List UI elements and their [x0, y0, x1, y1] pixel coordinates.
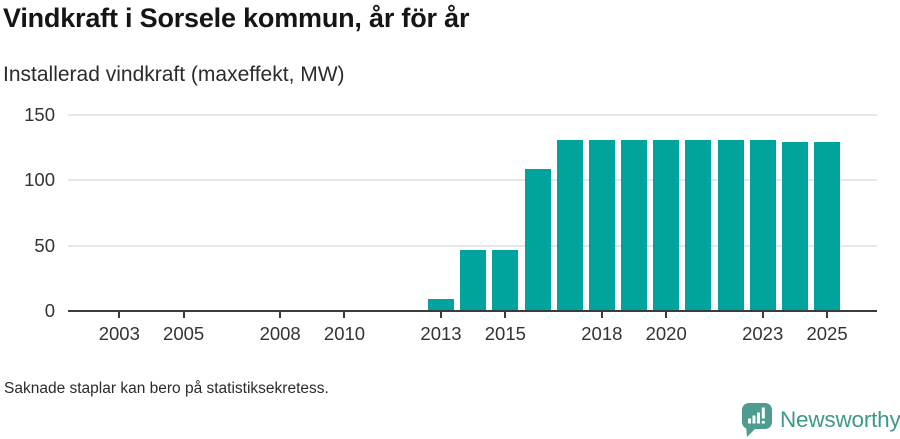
bar-2016 [524, 168, 551, 311]
x-tick-2020 [665, 312, 668, 318]
x-tick-label-2008: 2008 [259, 323, 301, 344]
bar-2019 [621, 139, 648, 311]
x-tick-2003 [118, 312, 121, 318]
x-tick-label-2013: 2013 [420, 323, 462, 344]
bar-2025 [814, 142, 841, 311]
x-tick-label-2025: 2025 [806, 323, 848, 344]
x-tick-2008 [279, 312, 282, 318]
newsworthy-logo[interactable]: Newsworthy [741, 402, 900, 438]
bar-2015 [492, 249, 519, 311]
y-tick-label-50: 50 [34, 234, 55, 256]
gridline-100 [68, 179, 877, 182]
bar-2014 [460, 249, 487, 311]
x-tick-label-2020: 2020 [645, 323, 687, 344]
x-tick-2025 [826, 312, 829, 318]
x-tick-2023 [761, 312, 764, 318]
x-tick-2013 [440, 312, 442, 318]
bar-2021 [685, 139, 712, 311]
chart-title: Vindkraft i Sorsele kommun, år för år [3, 3, 470, 33]
bar-2024 [781, 142, 808, 311]
y-tick-label-100: 100 [24, 169, 55, 191]
y-tick-label-0: 0 [44, 300, 55, 321]
bar-2017 [556, 139, 583, 311]
x-tick-2015 [504, 312, 507, 318]
x-tick-label-2023: 2023 [742, 323, 784, 344]
gridline-150 [68, 114, 877, 116]
x-tick-label-2005: 2005 [163, 323, 205, 344]
x-tick-label-2003: 2003 [98, 323, 140, 344]
x-tick-2005 [182, 312, 185, 318]
chart-subtitle: Installerad vindkraft (maxeffekt, MW) [3, 63, 345, 86]
y-tick-label-150: 150 [24, 104, 55, 125]
x-tick-label-2010: 2010 [323, 323, 366, 344]
bar-2023 [749, 139, 776, 311]
x-tick-2018 [600, 312, 603, 318]
x-tick-label-2018: 2018 [581, 323, 623, 344]
newsworthy-logo-text: Newsworthy [780, 407, 900, 432]
x-tick-label-2015: 2015 [484, 323, 526, 344]
chart-footnote: Saknade staplar kan bero på statistiksek… [4, 380, 329, 397]
bar-2022 [717, 139, 744, 311]
newsworthy-speech-bubble-chart-icon [741, 402, 774, 438]
bar-2013 [428, 299, 454, 311]
gridline-50 [68, 244, 877, 247]
x-axis-line [68, 310, 877, 312]
bar-2020 [653, 139, 680, 311]
bar-2018 [588, 139, 615, 311]
x-tick-2010 [343, 312, 346, 318]
